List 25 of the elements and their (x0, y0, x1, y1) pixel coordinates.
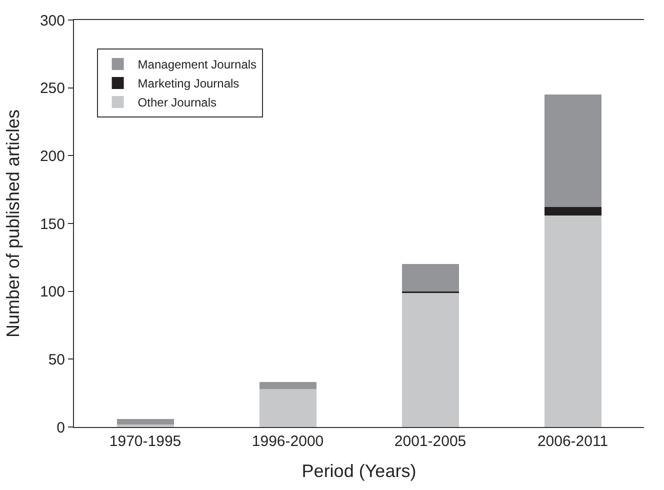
y-tick-label: 250 (40, 80, 65, 98)
bar (116, 418, 174, 424)
y-tick-label: 0 (56, 419, 65, 436)
bar (544, 94, 602, 208)
bar (259, 389, 316, 427)
x-tick-label: 2006-2011 (537, 433, 608, 450)
y-tick-label: 100 (40, 284, 65, 301)
x-tick-label: 1970-1995 (109, 433, 182, 450)
legend-label: Management Journals (138, 58, 257, 72)
bar (544, 215, 602, 427)
y-tick-label: 300 (40, 12, 65, 30)
bar (402, 264, 459, 292)
bar (402, 292, 459, 427)
x-tick-label: 2001-2005 (394, 433, 466, 450)
bar (259, 382, 316, 390)
x-tick-label: 1996-2000 (252, 433, 324, 450)
bar (544, 207, 602, 216)
y-tick-label: 200 (40, 148, 65, 165)
y-axis-title: Number of published articles (3, 109, 24, 338)
bar (116, 424, 174, 427)
legend-label: Other Journals (138, 96, 217, 110)
legend-label: Marketing Journals (138, 76, 240, 91)
y-tick-label: 150 (40, 216, 65, 233)
x-axis-title: Period (Years) (302, 461, 416, 482)
y-tick-label: 50 (48, 351, 65, 368)
